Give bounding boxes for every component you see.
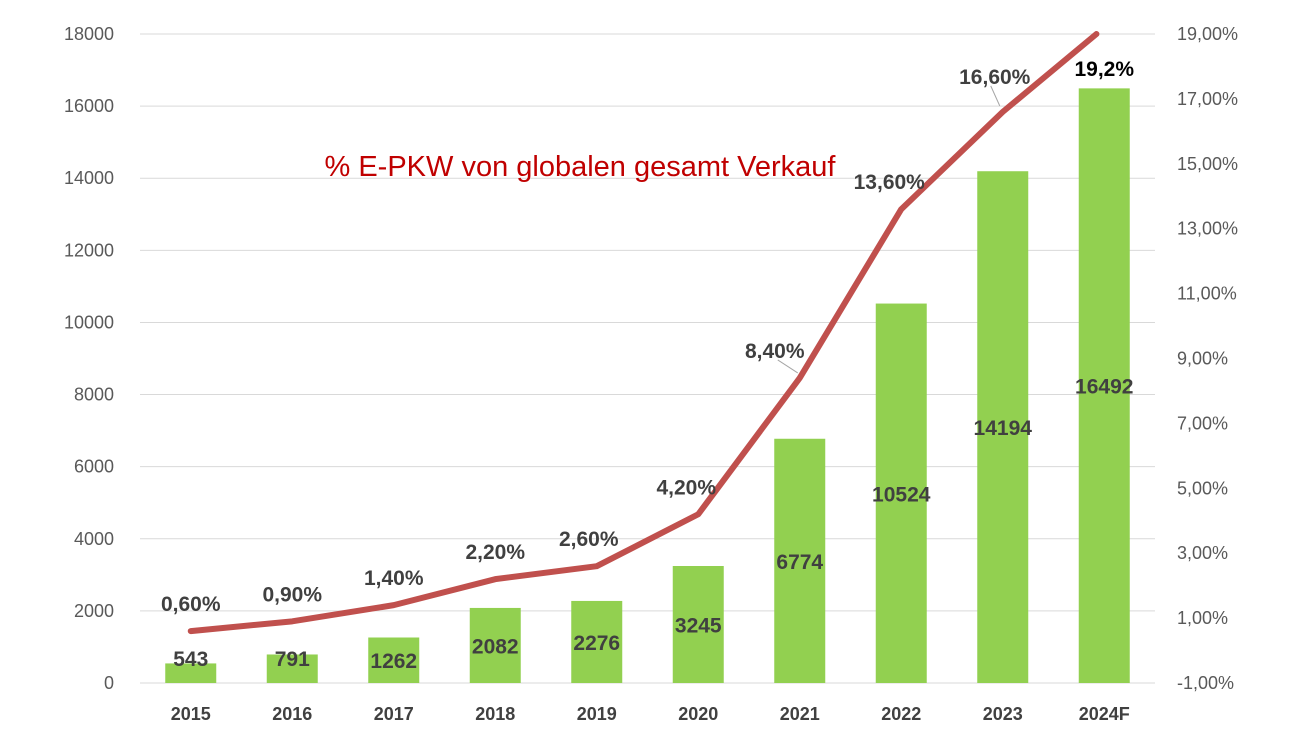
left-y-tick-label: 12000 [64, 240, 114, 260]
bar-data-label: 2276 [573, 632, 620, 655]
line-data-label: 13,60% [854, 171, 926, 194]
right-y-tick-label: 13,00% [1177, 219, 1238, 239]
bar [266, 654, 318, 683]
bar [368, 637, 420, 683]
right-y-tick-label: 3,00% [1177, 543, 1228, 563]
x-tick-label: 2016 [272, 704, 312, 724]
line-data-label: 19,2% [1074, 58, 1134, 81]
line-series [187, 31, 1100, 635]
x-tick-label: 2017 [374, 704, 414, 724]
bar [571, 600, 623, 683]
left-y-tick-label: 4000 [74, 529, 114, 549]
leader-line [990, 85, 1001, 107]
line-path [187, 31, 1100, 635]
left-y-tick-label: 18000 [64, 24, 114, 44]
x-tick-label: 2022 [881, 704, 921, 724]
x-tick-label: 2020 [678, 704, 718, 724]
x-tick-label: 2015 [171, 704, 211, 724]
line-data-label: 8,40% [745, 340, 805, 363]
line-data-label: 2,20% [465, 541, 525, 564]
bar [977, 171, 1029, 683]
right-y-tick-label: 9,00% [1177, 349, 1228, 369]
x-axis: 2015 2016 2017 2018 2019 2020 2021 2022 2023 2024… [171, 704, 1130, 724]
right-y-tick-label: 11,00% [1177, 284, 1237, 304]
right-y-tick-label: -1,00% [1177, 673, 1234, 693]
bar-data-labels: 543 791 1262 2082 2276 3245 6774 10524 14194 1649… [173, 376, 1133, 674]
bar-data-label: 791 [275, 648, 310, 671]
x-tick-label: 2018 [475, 704, 515, 724]
line-data-label: 0,90% [262, 583, 322, 606]
line-data-label: 16,60% [959, 66, 1031, 89]
bar-data-label: 2082 [472, 635, 519, 658]
right-y-tick-label: 5,00% [1177, 478, 1228, 498]
left-y-tick-label: 16000 [64, 96, 114, 116]
x-tick-label: 2024F [1079, 704, 1130, 724]
left-y-tick-label: 10000 [64, 312, 114, 332]
bar [165, 663, 217, 683]
x-tick-label: 2019 [577, 704, 617, 724]
left-y-tick-label: 6000 [74, 457, 114, 477]
right-y-tick-label: 7,00% [1177, 413, 1228, 433]
right-y-tick-label: 17,00% [1177, 89, 1238, 109]
line-data-label: 0,60% [161, 593, 221, 616]
line-data-label: 4,20% [656, 476, 716, 499]
bar-data-label: 14194 [974, 417, 1033, 440]
right-y-tick-label: 19,00% [1177, 24, 1238, 44]
bar [875, 303, 927, 683]
line-data-label: 2,60% [559, 528, 619, 551]
leader-line [777, 359, 799, 374]
right-y-tick-label: 15,00% [1177, 154, 1238, 174]
chart-title: % E-PKW von globalen gesamt Verkauf [325, 151, 837, 183]
right-y-tick-label: 1,00% [1177, 608, 1228, 628]
left-y-tick-label: 14000 [64, 168, 114, 188]
x-tick-label: 2023 [983, 704, 1023, 724]
bar-data-label: 6774 [776, 551, 823, 574]
bar-data-label: 543 [173, 648, 208, 671]
bar-data-label: 10524 [872, 483, 931, 506]
x-tick-label: 2021 [780, 704, 820, 724]
line-data-label: 1,40% [364, 567, 424, 590]
bar [672, 565, 724, 683]
left-y-tick-label: 0 [104, 673, 114, 693]
gridlines [140, 33, 1155, 684]
bar [774, 438, 826, 683]
left-y-tick-label: 2000 [74, 601, 114, 621]
left-y-tick-label: 8000 [74, 385, 114, 405]
bar [1078, 88, 1130, 684]
line-data-labels: 0,60% 0,90% 1,40% 2,20% 2,60% 4,20% 8,40% 13,60… [161, 58, 1134, 616]
bar-data-label: 16492 [1075, 376, 1133, 399]
left-y-axis: 0 2000 4000 6000 8000 10000 12000 14000 16000 180… [64, 24, 114, 693]
bar-data-label: 3245 [675, 614, 722, 637]
right-y-axis: -1,00% 1,00% 3,00% 5,00% 7,00% 9,00% 11,00% 13,… [1177, 24, 1238, 693]
bar-data-label: 1262 [370, 650, 417, 673]
bar [469, 607, 521, 683]
bar-series [165, 88, 1130, 684]
